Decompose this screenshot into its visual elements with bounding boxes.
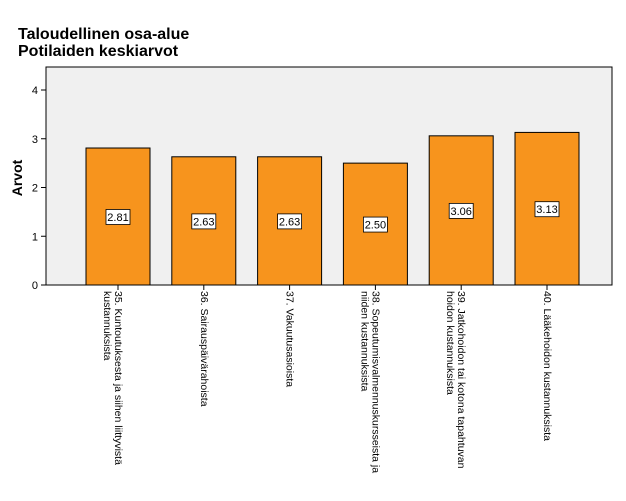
data-label-box (362, 216, 388, 233)
category-label: 36. Sairauspäivärahoista (198, 291, 210, 407)
data-label-box (105, 209, 131, 225)
chart-subtitle: Potilaiden keskiarvot (18, 43, 179, 60)
data-label: 2.50 (365, 220, 386, 232)
data-label-box (448, 203, 474, 219)
category-label: 37. Vakuutusasioista (284, 291, 296, 387)
y-axis-label: Arvot (9, 159, 25, 196)
data-label-box (534, 201, 560, 218)
category-label: hoidon kustannuksista (444, 291, 456, 395)
category-label: kustannuksista (101, 291, 113, 361)
data-label-box (277, 213, 303, 230)
data-label: 2.63 (279, 216, 300, 228)
data-label: 2.63 (193, 216, 214, 228)
y-tick-label: 4 (32, 85, 38, 97)
category-label: 39. Jatkohoidon tai kotona tapahtuvan (455, 291, 467, 469)
data-label: 3.13 (536, 204, 557, 216)
y-tick-label: 3 (32, 134, 38, 146)
category-label: 35. Kuntoutuksesta ja siihen liittyvistä (112, 291, 124, 465)
data-label: 2.81 (107, 212, 128, 224)
data-label: 3.06 (450, 206, 471, 218)
y-tick-label: 1 (32, 231, 38, 243)
data-label-box (191, 213, 217, 230)
y-tick-label: 0 (32, 280, 38, 292)
chart-title: Taloudellinen osa-alue (18, 26, 190, 43)
category-label: niiden kustannuksista (358, 291, 370, 392)
category-label: 40. Lääkehoidon kustannuksista (541, 291, 553, 441)
y-tick-label: 2 (32, 183, 38, 195)
category-label: 38. Sopeutumisvalmennuskursseista ja (369, 291, 381, 473)
